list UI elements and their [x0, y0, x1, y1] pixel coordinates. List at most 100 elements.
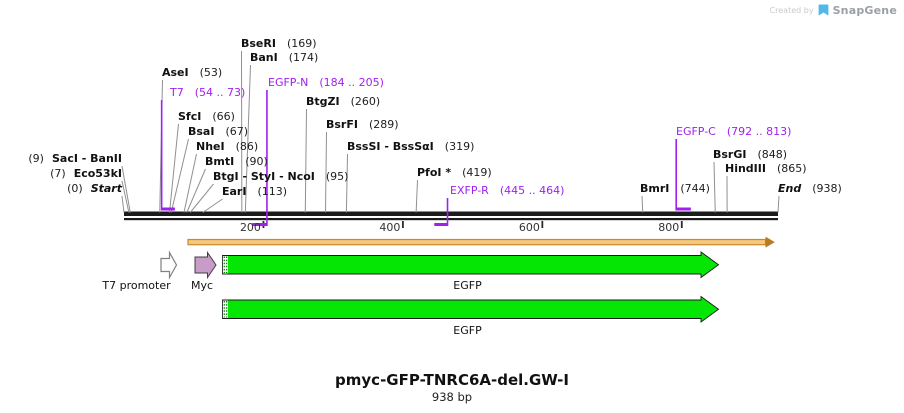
enzyme-name: BanI — [250, 51, 278, 64]
enzyme-position: (66) — [212, 110, 235, 123]
enzyme-leader-line — [324, 131, 327, 213]
enzyme-site-label[interactable]: BtgZI (260) — [306, 95, 380, 109]
enzyme-site-label[interactable]: AseI (53) — [162, 66, 222, 80]
ruler-tick-label: 200 — [239, 221, 261, 234]
enzyme-site-label[interactable]: BsaI (67) — [188, 125, 248, 139]
enzyme-name: Eco53kI — [73, 167, 122, 180]
enzyme-position: (319) — [444, 140, 475, 153]
enzyme-site-label[interactable]: SfcI (66) — [178, 110, 235, 124]
enzyme-name: BmtI — [205, 155, 235, 168]
enzyme-site-label[interactable]: (9) SacI - BanII — [28, 152, 122, 166]
enzyme-name: AseI — [162, 66, 189, 79]
enzyme-position: (938) — [812, 182, 842, 195]
watermark-created-by: Created by — [769, 6, 814, 15]
enzyme-name: BssSI - BssSαI — [347, 140, 434, 153]
primer-name: T7 — [170, 86, 184, 99]
primer-region-bar[interactable] — [434, 223, 448, 226]
ruler-tick — [401, 221, 404, 228]
enzyme-name: BtgZI — [306, 95, 340, 108]
primer-name: EGFP-N — [268, 76, 309, 89]
enzyme-name: EarI — [222, 185, 247, 198]
enzyme-position: (865) — [776, 162, 807, 175]
enzyme-position: (90) — [245, 155, 268, 168]
egfp-truncated-end-hatch — [222, 300, 228, 318]
map-title: pmyc-GFP-TNRC6A-del.GW-I — [335, 371, 569, 389]
enzyme-position: (0) — [67, 182, 83, 195]
enzyme-position: (169) — [286, 37, 317, 50]
primer-region-bar[interactable] — [161, 207, 175, 211]
enzyme-site-label[interactable]: (7) Eco53kI — [50, 167, 122, 181]
enzyme-site-label[interactable]: (0) Start — [67, 182, 122, 196]
primer-region-bar[interactable] — [252, 223, 267, 226]
egfp-cds-arrow[interactable] — [222, 295, 720, 323]
enzyme-position: (289) — [368, 118, 399, 131]
enzyme-position: (86) — [235, 140, 259, 153]
enzyme-name: BtgI - StyI - NcoI — [213, 170, 315, 183]
enzyme-site-label[interactable]: BseRI (169) — [241, 37, 317, 51]
enzyme-leader-line — [713, 161, 716, 213]
assembly-arrowhead — [765, 236, 775, 248]
egfp-cds-arrow[interactable] — [222, 251, 720, 279]
enzyme-position: (260) — [350, 95, 381, 108]
enzyme-site-label[interactable]: BmtI (90) — [205, 155, 268, 169]
enzyme-leader-line — [169, 123, 179, 213]
enzyme-position: (95) — [325, 170, 349, 183]
enzyme-site-label[interactable]: EarI (113) — [222, 185, 287, 199]
feature-label[interactable]: EGFP — [453, 278, 482, 292]
enzyme-site-label[interactable]: BssSI - BssSαI (319) — [347, 140, 474, 154]
enzyme-leader-line — [777, 195, 780, 213]
enzyme-name: BmrI — [640, 182, 670, 195]
enzyme-leader-line — [345, 153, 348, 213]
primer-range: (792 .. 813) — [726, 125, 792, 138]
feature-label[interactable]: T7 promoter — [102, 278, 171, 292]
ruler-tick-label: 800 — [658, 221, 680, 234]
ruler-tick-label: 600 — [518, 221, 540, 234]
sequence-ruler-underline — [124, 218, 778, 221]
enzyme-site-label[interactable]: HindIII (865) — [725, 162, 807, 176]
enzyme-position: (174) — [288, 51, 319, 64]
enzyme-site-label[interactable]: PfoI * (419) — [417, 166, 492, 180]
enzyme-position: (53) — [199, 66, 223, 79]
primer-label[interactable]: EGFP-C (792 .. 813) — [676, 125, 791, 139]
feature-label[interactable]: EGFP — [453, 323, 482, 337]
enzyme-name: End — [778, 182, 802, 195]
enzyme-site-label[interactable]: BtgI - StyI - NcoI (95) — [213, 170, 348, 184]
ruler-tick-label: 400 — [379, 221, 401, 234]
feature-label[interactable]: Myc — [190, 278, 214, 292]
enzyme-position: (419) — [462, 166, 492, 179]
primer-label[interactable]: T7 (54 .. 73) — [170, 86, 245, 100]
enzyme-name: HindIII — [725, 162, 766, 175]
enzyme-leader-line — [121, 195, 125, 213]
enzyme-site-label[interactable]: BmrI (744) — [640, 182, 710, 196]
enzyme-leader-line — [202, 198, 223, 213]
enzyme-leader-line — [170, 138, 189, 213]
egfp-truncated-end-hatch — [222, 256, 228, 274]
enzyme-site-label[interactable]: NheI (86) — [196, 140, 258, 154]
primer-range: (184 .. 205) — [319, 76, 384, 89]
myc-tag-arrow[interactable] — [194, 250, 217, 280]
enzyme-leader-line — [189, 183, 214, 213]
enzyme-position: (7) — [50, 167, 66, 180]
enzyme-name: BsaI — [188, 125, 215, 138]
enzyme-name: PfoI * — [417, 166, 452, 179]
primer-region-bar[interactable] — [676, 207, 691, 211]
enzyme-leader-line — [183, 153, 197, 213]
enzyme-position: (848) — [757, 148, 788, 161]
enzyme-name: BsrFI — [326, 118, 358, 131]
enzyme-site-label[interactable]: End (938) — [778, 182, 842, 196]
enzyme-site-label[interactable]: BanI (174) — [250, 51, 318, 65]
enzyme-name: NheI — [196, 140, 225, 153]
enzyme-position: (9) — [28, 152, 44, 165]
enzyme-name: BsrGI — [713, 148, 747, 161]
enzyme-site-label[interactable]: BsrFI (289) — [326, 118, 399, 132]
primer-label[interactable]: EGFP-N (184 .. 205) — [268, 76, 384, 90]
primer-name: EXFP-R — [450, 184, 489, 197]
map-length: 938 bp — [431, 390, 473, 404]
ruler-tick — [541, 221, 544, 228]
t7-promoter-arrow[interactable] — [160, 250, 178, 280]
enzyme-site-label[interactable]: BsrGI (848) — [713, 148, 787, 162]
primer-label[interactable]: EXFP-R (445 .. 464) — [450, 184, 564, 198]
ruler-tick — [680, 221, 683, 228]
